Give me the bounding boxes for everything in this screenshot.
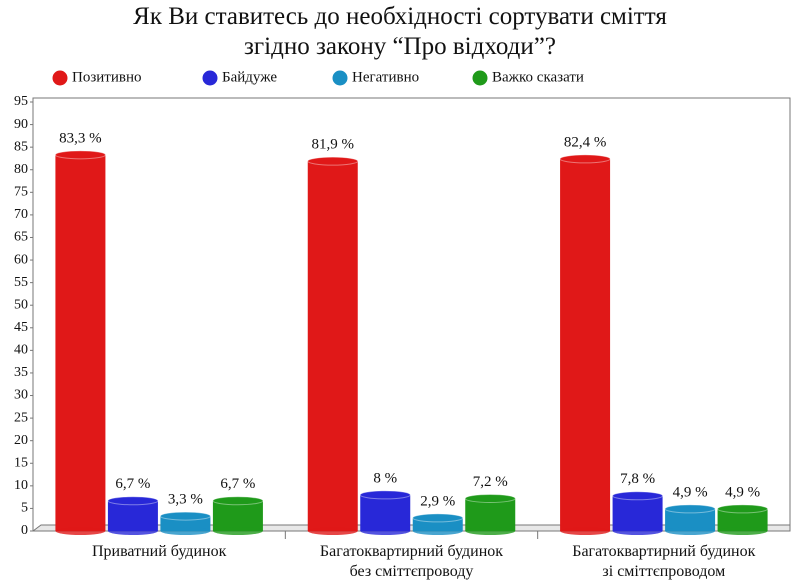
- value-label: 7,2 %: [473, 474, 508, 490]
- y-tick-label: 95: [14, 94, 28, 109]
- bar-top: [359, 490, 411, 500]
- chart-title: Як Ви ставитесь до необхідності сортуват…: [133, 3, 667, 60]
- y-tick-label: 75: [14, 185, 28, 200]
- value-label: 7,8 %: [620, 471, 655, 487]
- y-tick-label: 40: [14, 343, 28, 358]
- y-tick-label: 80: [14, 162, 28, 177]
- y-tick-label: 45: [14, 320, 28, 335]
- bar-base: [212, 527, 263, 535]
- bar-base: [665, 527, 716, 535]
- bar-top: [212, 496, 264, 506]
- y-tick-label: 60: [14, 252, 28, 267]
- bar-base: [307, 527, 358, 535]
- y-tick-label: 35: [14, 365, 28, 380]
- y-tick-label: 65: [14, 230, 28, 245]
- value-label: 6,7 %: [220, 476, 255, 492]
- bar: [55, 154, 106, 532]
- legend-label: Байдуже: [222, 69, 277, 85]
- value-label: 81,9 %: [312, 137, 355, 153]
- y-tick-label: 10: [14, 478, 28, 493]
- value-label: 3,3 %: [168, 492, 203, 508]
- bar-base: [412, 527, 463, 535]
- bar: [560, 158, 611, 532]
- bar-top: [159, 511, 211, 521]
- bar-top: [464, 493, 516, 503]
- legend-marker: [202, 70, 218, 86]
- bar: [612, 495, 663, 531]
- y-tick-label: 85: [14, 139, 28, 154]
- y-tick-label: 55: [14, 275, 28, 290]
- y-tick-label: 25: [14, 410, 28, 425]
- y-tick-label: 90: [14, 117, 28, 132]
- value-label: 4,9 %: [673, 484, 708, 500]
- legend-label: Важко сказати: [492, 69, 584, 85]
- bar-top: [307, 156, 359, 166]
- legend-label: Позитивно: [72, 69, 141, 85]
- y-tick-label: 20: [14, 433, 28, 448]
- bar-top: [559, 154, 611, 164]
- bar-base: [160, 527, 211, 535]
- value-label: 2,9 %: [420, 493, 455, 509]
- legend-marker: [332, 70, 348, 86]
- y-tick-label: 30: [14, 388, 28, 403]
- bar-top: [412, 513, 464, 523]
- bar-top: [612, 491, 664, 501]
- bar: [307, 161, 358, 531]
- bar-top: [717, 504, 769, 514]
- bar-base: [360, 527, 411, 535]
- bar: [360, 494, 411, 531]
- bar: [212, 500, 263, 531]
- bar: [665, 508, 716, 531]
- y-tick-label: 0: [21, 523, 28, 538]
- legend-marker: [52, 70, 68, 86]
- bar-base: [560, 527, 611, 535]
- bar-base: [55, 527, 106, 535]
- bar-base: [612, 527, 663, 535]
- value-label: 6,7 %: [115, 476, 150, 492]
- bar: [717, 508, 768, 531]
- bar-base: [465, 527, 516, 535]
- value-label: 83,3 %: [59, 130, 102, 146]
- y-tick-label: 15: [14, 455, 28, 470]
- legend-marker: [472, 70, 488, 86]
- legend-label: Негативно: [352, 69, 419, 85]
- y-tick-label: 5: [21, 501, 28, 516]
- x-tick-label: Багатоквартирний будинок зі сміттєпровод…: [572, 543, 756, 580]
- bar-top: [54, 150, 106, 160]
- y-tick-label: 50: [14, 297, 28, 312]
- bar-base: [717, 527, 768, 535]
- x-tick-label: Приватний будинок: [91, 543, 227, 560]
- bar-top: [664, 504, 716, 514]
- x-tick-label: Багатоквартирний будинок без сміттєпрово…: [319, 543, 504, 580]
- bar: [107, 500, 158, 531]
- value-label: 8 %: [373, 470, 397, 486]
- value-label: 4,9 %: [725, 484, 760, 500]
- bar-top: [107, 496, 159, 506]
- bar: [160, 516, 211, 531]
- y-tick-label: 70: [14, 207, 28, 222]
- bar-base: [107, 527, 158, 535]
- bar: [465, 498, 516, 531]
- plot-frame: [32, 97, 791, 532]
- value-label: 82,4 %: [564, 134, 607, 150]
